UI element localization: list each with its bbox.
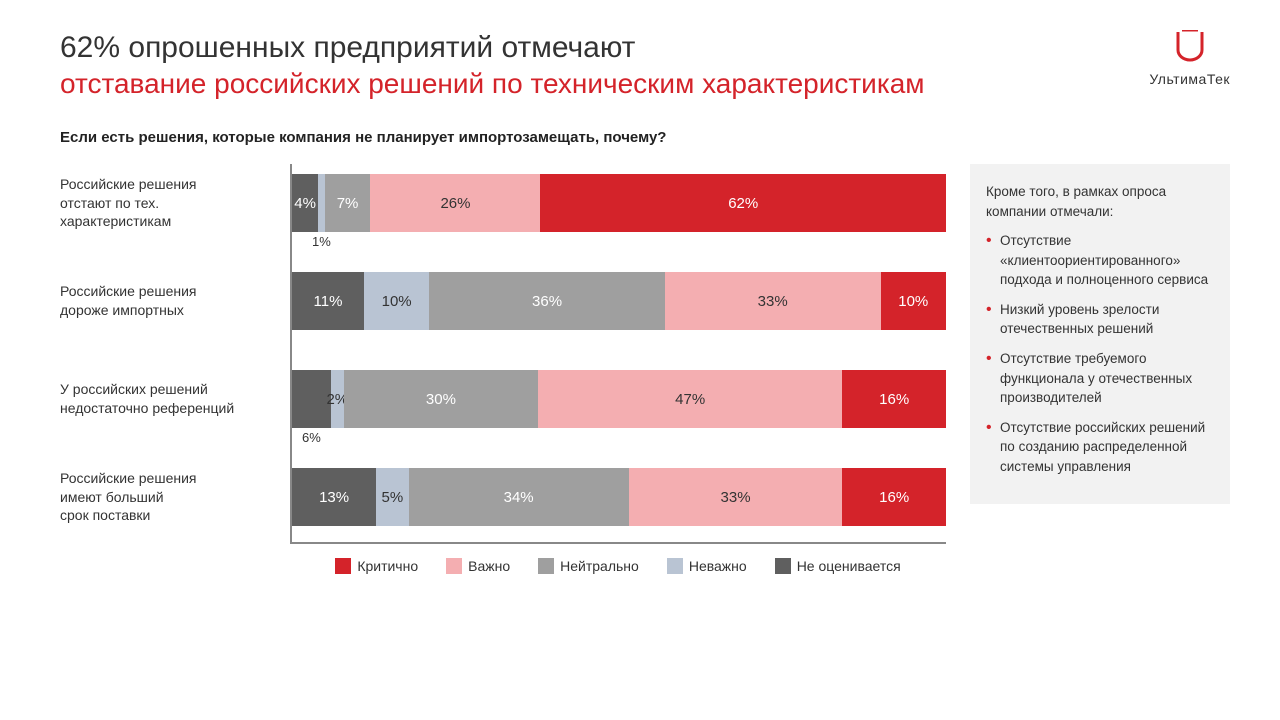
sidebar-bullet: Отсутствие требуемого функционала у отеч… (986, 349, 1214, 408)
logo-icon (1172, 30, 1208, 62)
bar-segment-important: 47% (538, 370, 842, 428)
chart-row: Российские решениядороже импортных11%10%… (292, 272, 946, 330)
segment-value: 16% (879, 489, 909, 506)
chart-row: Российские решенияотстают по тех. характ… (292, 174, 946, 232)
bar-segment-unimportant: 10% (364, 272, 429, 330)
logo: УльтимаТек (1149, 30, 1230, 87)
segment-value: 5% (382, 489, 404, 506)
bar-segment-neutral: 30% (344, 370, 538, 428)
segment-value: 62% (728, 195, 758, 212)
chart-row: Российские решенияимеют большийсрок пост… (292, 468, 946, 526)
segment-value: 11% (314, 293, 343, 310)
logo-text: УльтимаТек (1149, 71, 1230, 87)
bar-segment-critical: 16% (842, 468, 946, 526)
segment-value: 30% (426, 391, 456, 408)
bar-wrap: 6%2% 30% 47% 16% (292, 370, 946, 428)
segment-value: 13% (319, 489, 349, 506)
legend-swatch (538, 558, 554, 574)
row-label: Российские решенияимеют большийсрок пост… (60, 469, 290, 526)
sidebar-list: Отсутствие «клиентоориентированного» под… (986, 231, 1214, 476)
bar-wrap: 13% 5% 34% 33% 16% (292, 468, 946, 526)
legend-swatch (446, 558, 462, 574)
segment-value: 36% (532, 293, 562, 310)
row-label: Российские решениядороже импортных (60, 282, 290, 320)
legend-item-important: Важно (446, 558, 510, 574)
bar-wrap: 4%1%7%26%62% (292, 174, 946, 232)
bar-segment-important: 33% (629, 468, 843, 526)
legend-item-neutral: Нейтрально (538, 558, 639, 574)
segment-value: 10% (898, 293, 928, 310)
chart-question: Если есть решения, которые компания не п… (60, 129, 1230, 146)
bar-segment-neutral: 7% (325, 174, 371, 232)
bar-segment-critical: 16% (842, 370, 946, 428)
segment-value: 7% (337, 195, 359, 212)
bar-segment-important: 26% (370, 174, 540, 232)
segment-value: 1% (312, 234, 331, 249)
title-block: 62% опрошенных предприятий отмечают отст… (60, 30, 925, 101)
bar-segment-critical: 10% (881, 272, 946, 330)
sidebar-title: Кроме того, в рамках опроса компании отм… (986, 182, 1214, 221)
legend-swatch (667, 558, 683, 574)
content: Российские решенияотстают по тех. характ… (60, 164, 1230, 574)
stacked-bar: 4%1%7%26%62% (292, 174, 946, 232)
bar-segment-not_evaluated: 6% (292, 370, 331, 428)
sidebar-panel: Кроме того, в рамках опроса компании отм… (970, 164, 1230, 504)
segment-value: 33% (758, 293, 788, 310)
header: 62% опрошенных предприятий отмечают отст… (60, 30, 1230, 101)
bar-segment-neutral: 36% (429, 272, 664, 330)
sidebar-bullet: Отсутствие российских решений по создани… (986, 418, 1214, 477)
row-label: Российские решенияотстают по тех. характ… (60, 175, 290, 232)
bar-segment-not_evaluated: 11% (292, 272, 364, 330)
legend-label: Важно (468, 558, 510, 574)
chart-area: Российские решенияотстают по тех. характ… (60, 164, 946, 574)
bar-segment-neutral: 34% (409, 468, 629, 526)
segment-value: 6% (302, 430, 321, 445)
legend: Критично Важно Нейтрально Неважно Не оценива… (290, 558, 946, 574)
legend-label: Неважно (689, 558, 747, 574)
chart-axis (290, 542, 946, 544)
legend-swatch (335, 558, 351, 574)
legend-item-critical: Критично (335, 558, 418, 574)
row-label: У российских решенийнедостаточно референ… (60, 380, 290, 418)
segment-value: 26% (440, 195, 470, 212)
chart-rows: Российские решенияотстают по тех. характ… (290, 164, 946, 542)
segment-value: 16% (879, 391, 909, 408)
legend-label: Критично (357, 558, 418, 574)
title-line1: 62% опрошенных предприятий отмечают (60, 30, 925, 66)
bar-segment-unimportant: 5% (376, 468, 408, 526)
segment-value: 10% (382, 293, 412, 310)
stacked-bar: 13% 5% 34% 33% 16% (292, 468, 946, 526)
bar-segment-not_evaluated: 4% (292, 174, 318, 232)
segment-value: 47% (675, 391, 705, 408)
stacked-bar: 6%2% 30% 47% 16% (292, 370, 946, 428)
segment-value: 33% (721, 489, 751, 506)
segment-value: 4% (294, 195, 316, 212)
chart-row: У российских решенийнедостаточно референ… (292, 370, 946, 428)
title-line2: отставание российских решений по техниче… (60, 66, 925, 101)
legend-label: Не оценивается (797, 558, 901, 574)
legend-label: Нейтрально (560, 558, 639, 574)
legend-item-unimportant: Неважно (667, 558, 747, 574)
bar-wrap: 11% 10% 36% 33% 10% (292, 272, 946, 330)
bar-segment-not_evaluated: 13% (292, 468, 376, 526)
stacked-bar: 11% 10% 36% 33% 10% (292, 272, 946, 330)
sidebar-bullet: Отсутствие «клиентоориентированного» под… (986, 231, 1214, 290)
bar-segment-important: 33% (665, 272, 881, 330)
legend-swatch (775, 558, 791, 574)
segment-value: 34% (504, 489, 534, 506)
bar-segment-unimportant: 2% (331, 370, 344, 428)
sidebar-bullet: Низкий уровень зрелости отечественных ре… (986, 300, 1214, 339)
legend-item-not_evaluated: Не оценивается (775, 558, 901, 574)
bar-segment-critical: 62% (540, 174, 945, 232)
